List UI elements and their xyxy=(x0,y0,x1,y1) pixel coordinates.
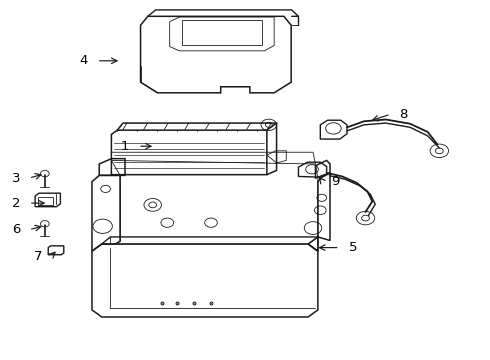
Bar xyxy=(38,197,52,204)
Text: 5: 5 xyxy=(348,241,357,254)
Bar xyxy=(182,20,262,45)
Text: 6: 6 xyxy=(12,223,20,236)
Text: 4: 4 xyxy=(80,54,88,67)
Text: 9: 9 xyxy=(331,175,340,188)
Text: 8: 8 xyxy=(399,108,408,121)
Text: 1: 1 xyxy=(121,140,129,153)
Text: 2: 2 xyxy=(12,197,20,210)
Text: 3: 3 xyxy=(12,172,20,185)
Text: 7: 7 xyxy=(33,250,42,263)
